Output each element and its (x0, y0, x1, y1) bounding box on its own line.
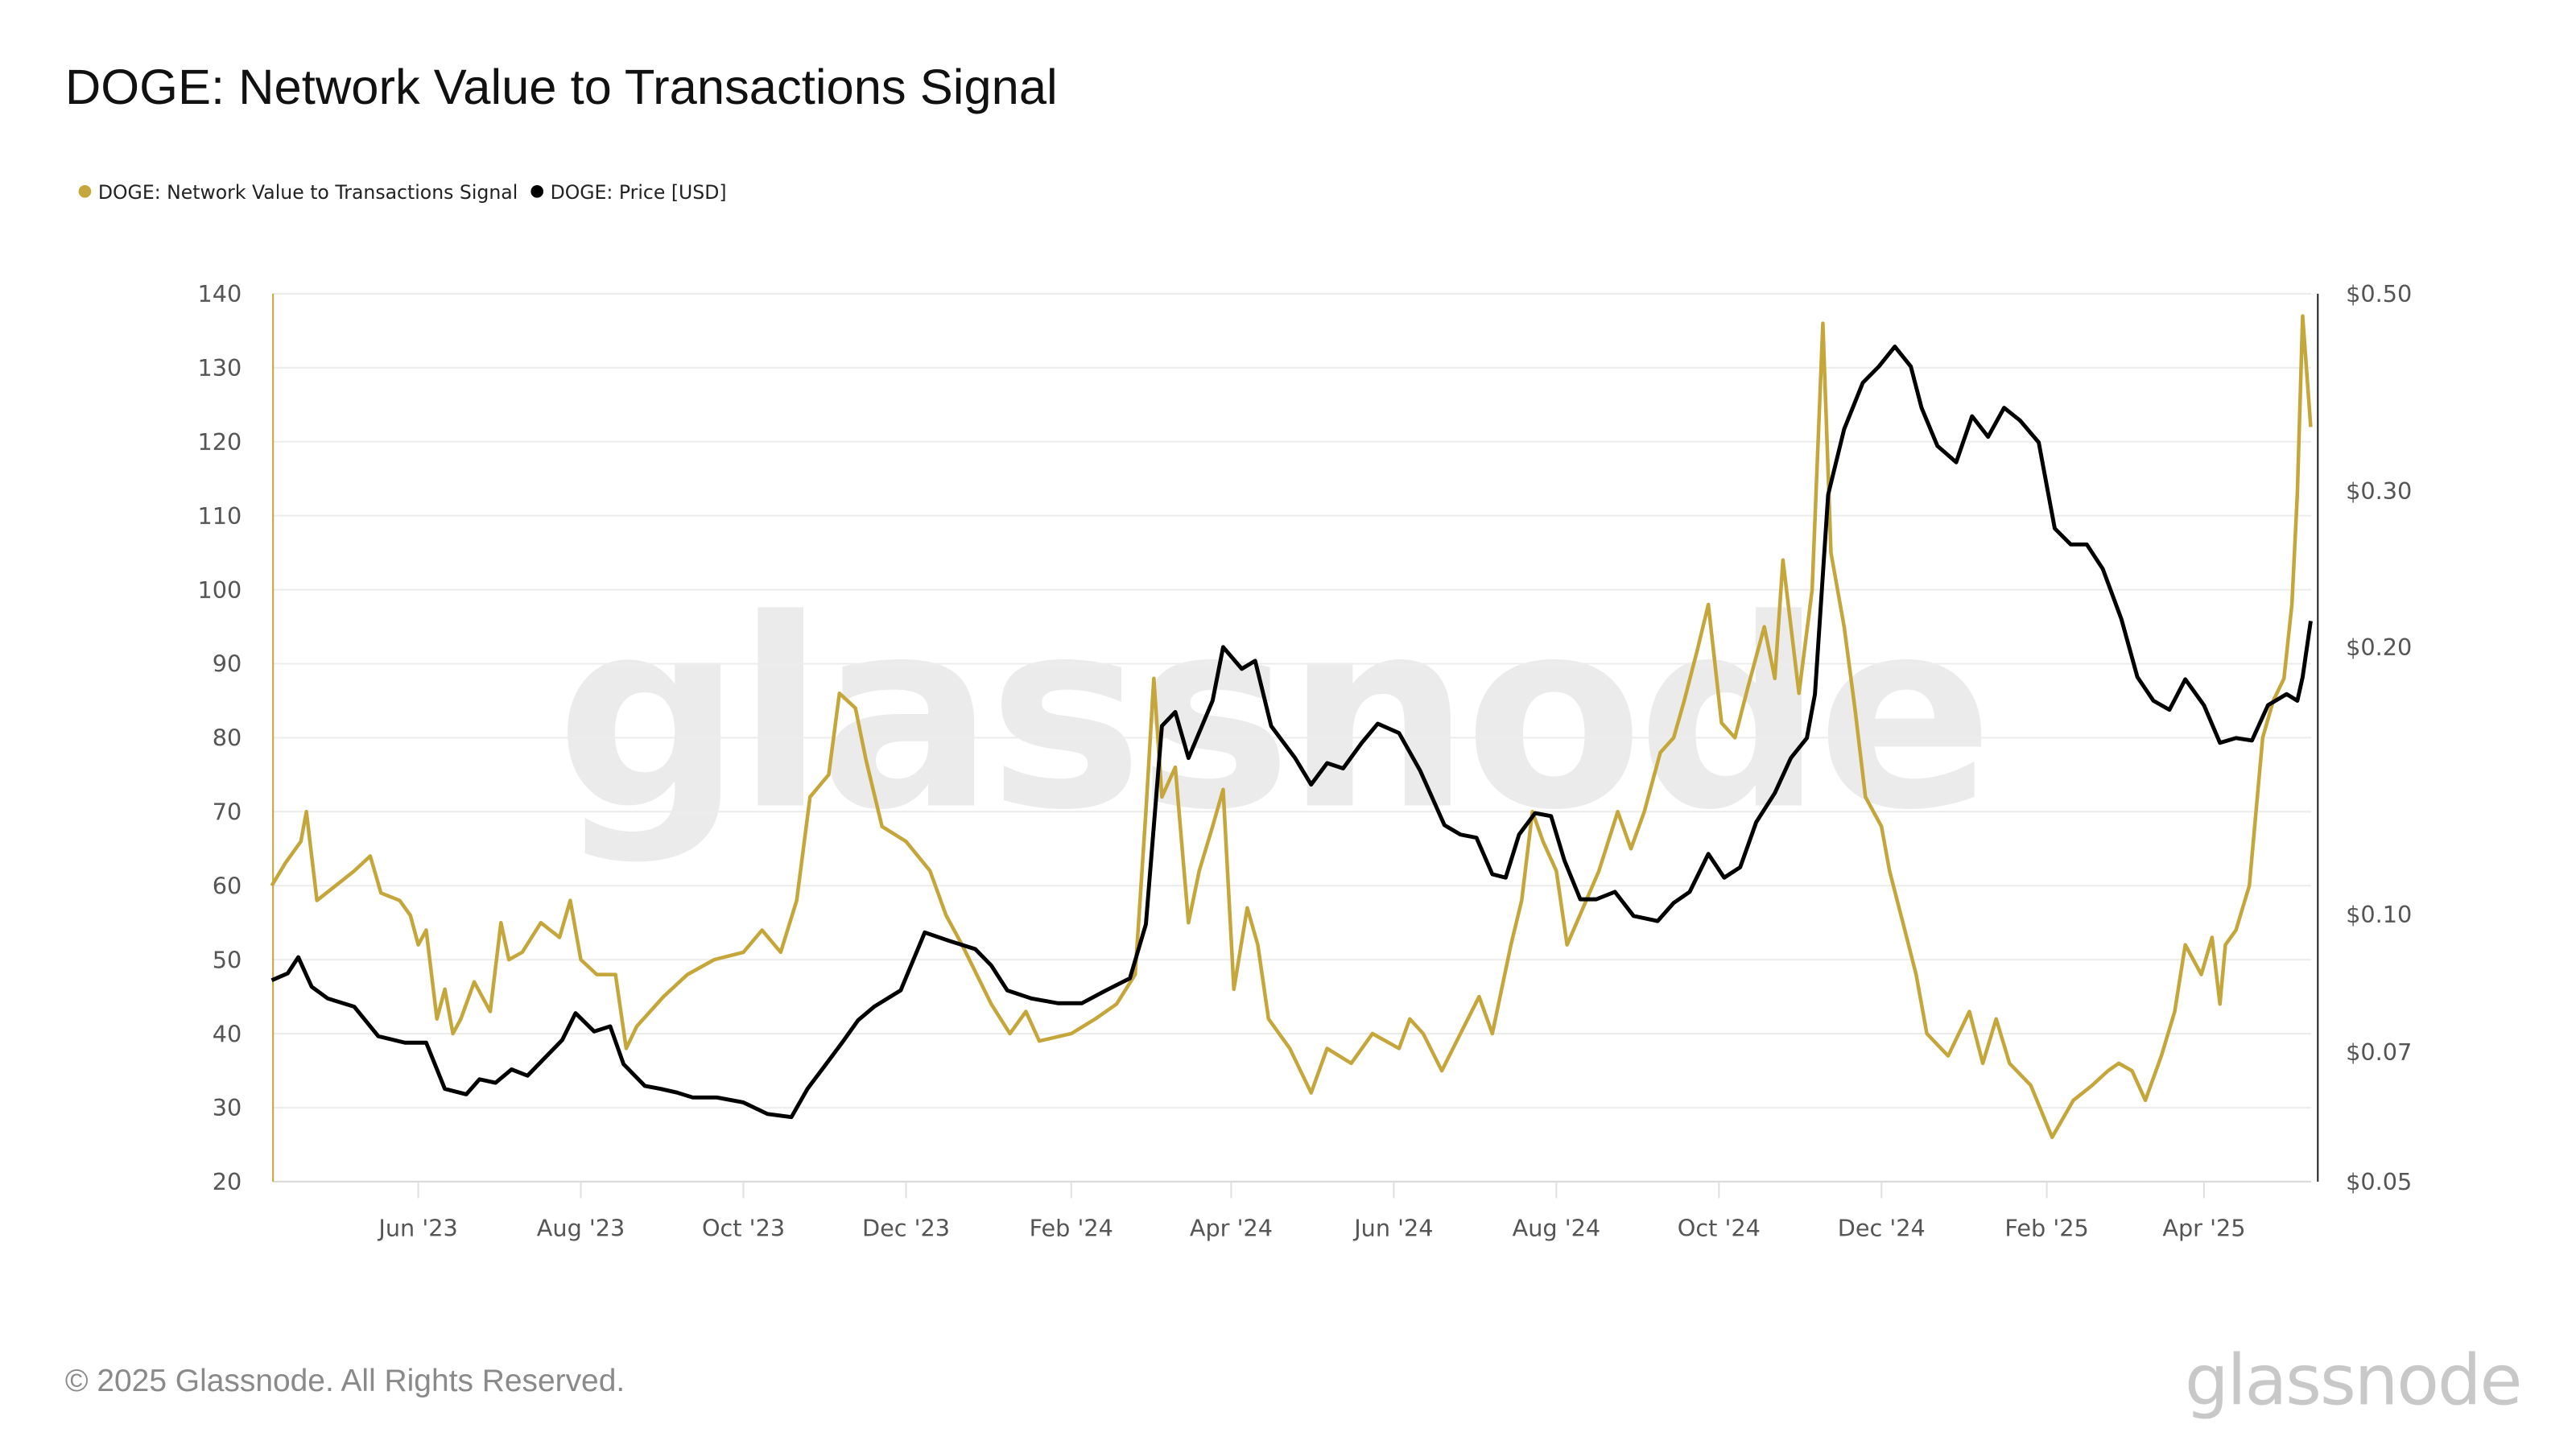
left-y-tick-label: 30 (213, 1094, 242, 1121)
left-y-tick-label: 120 (197, 428, 242, 456)
nvts-line (270, 314, 2313, 1139)
watermark: glassnode (556, 564, 1988, 867)
left-y-axis: 20 30 40 50 60 70 80 90 100 110 120 130 140 (197, 280, 242, 1195)
series-layer (270, 314, 2313, 1139)
right-y-tick-label: $0.07 (2346, 1038, 2412, 1066)
x-tick-label: Feb '24 (1030, 1215, 1113, 1242)
right-y-tick-label: $0.05 (2346, 1168, 2412, 1195)
left-y-tick-label: 110 (197, 502, 242, 530)
left-y-tick-label: 60 (213, 872, 242, 899)
x-tick-label: Oct '23 (702, 1215, 785, 1242)
legend: DOGE: Network Value to Transactions Sign… (78, 181, 727, 204)
x-tick-label: Apr '24 (1190, 1215, 1273, 1242)
x-tick-label: Feb '25 (2004, 1215, 2088, 1242)
glassnode-logo: glassnode (2185, 1341, 2520, 1422)
x-tick-label: Oct '24 (1678, 1215, 1761, 1242)
right-y-tick-label: $0.30 (2346, 477, 2412, 505)
x-tick-label: Dec '23 (862, 1215, 950, 1242)
x-tick-label: Aug '23 (537, 1215, 625, 1242)
left-y-tick-label: 20 (213, 1168, 242, 1195)
left-y-tick-label: 100 (197, 576, 242, 604)
right-y-tick-label: $0.20 (2346, 634, 2412, 661)
chart-title: DOGE: Network Value to Transactions Sign… (65, 60, 1058, 115)
left-y-tick-label: 80 (213, 724, 242, 752)
legend-label-price: DOGE: Price [USD] (551, 181, 727, 204)
left-y-tick-label: 130 (197, 354, 242, 382)
right-y-tick-label: $0.50 (2346, 280, 2412, 308)
left-y-tick-label: 140 (197, 280, 242, 308)
x-axis: Jun '23 Aug '23 Oct '23 Dec '23 Feb '24 Apr '… (273, 1180, 2312, 1242)
right-y-tick-label: $0.10 (2346, 901, 2412, 928)
copyright-text: © 2025 Glassnode. All Rights Reserved. (65, 1364, 625, 1398)
x-tick-label: Dec '24 (1838, 1215, 1926, 1242)
left-y-tick-label: 40 (213, 1020, 242, 1047)
x-tick-label: Aug '24 (1513, 1215, 1601, 1242)
right-y-axis: $0.05 $0.07 $0.10 $0.20 $0.30 $0.50 (2346, 280, 2412, 1195)
left-y-tick-label: 50 (213, 946, 242, 973)
legend-dot-nvts (78, 185, 92, 198)
x-tick-label: Jun '23 (377, 1215, 457, 1242)
x-tick-label: Apr '25 (2162, 1215, 2245, 1242)
left-y-tick-label: 90 (213, 650, 242, 678)
left-y-tick-label: 70 (213, 799, 242, 826)
x-tick-label: Jun '24 (1352, 1215, 1433, 1242)
legend-label-nvts: DOGE: Network Value to Transactions Sign… (98, 181, 518, 204)
legend-dot-price (530, 185, 543, 198)
price-line (270, 345, 2313, 1120)
legend-item-price[interactable]: DOGE: Price [USD] (530, 181, 727, 204)
legend-item-nvts[interactable]: DOGE: Network Value to Transactions Sign… (78, 181, 518, 204)
